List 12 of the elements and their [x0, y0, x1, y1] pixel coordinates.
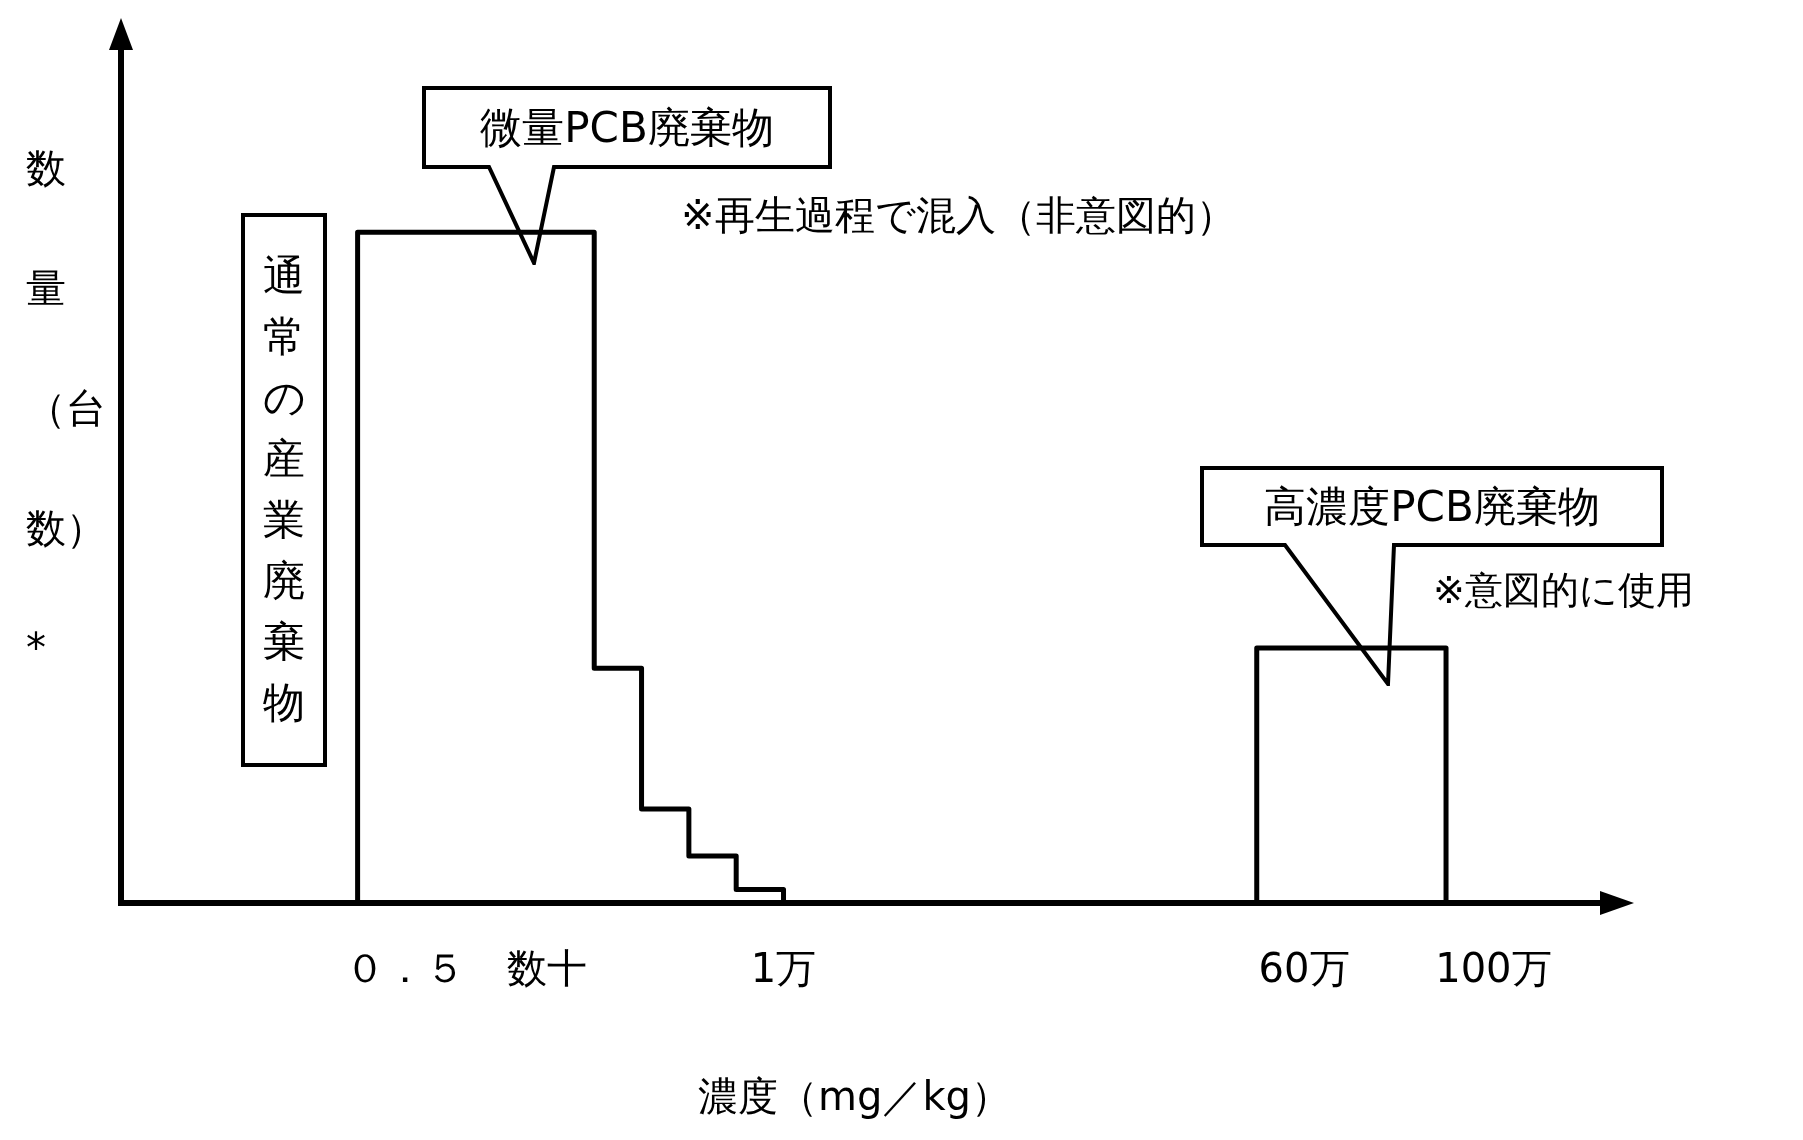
- x-tick-label: 100万: [1435, 945, 1552, 992]
- x-tick-label: 数十: [506, 945, 587, 992]
- x-tick-label: ０．５: [344, 945, 465, 992]
- annotation: 通常の産業廃棄物: [263, 250, 306, 729]
- x-axis-title: 濃度（mg／kg）: [698, 1073, 1011, 1120]
- annotation: 高濃度PCB廃棄物: [1263, 480, 1601, 533]
- text: 微量PCB廃棄物: [479, 101, 775, 154]
- x-tick-label: 1万: [750, 945, 817, 992]
- text: 数量（台数）*: [26, 145, 106, 671]
- annotation: ※再生過程で混入（非意図的）: [681, 191, 1236, 240]
- x-tick-label: 60万: [1258, 945, 1350, 992]
- annotation: ※意図的に使用: [1433, 567, 1694, 614]
